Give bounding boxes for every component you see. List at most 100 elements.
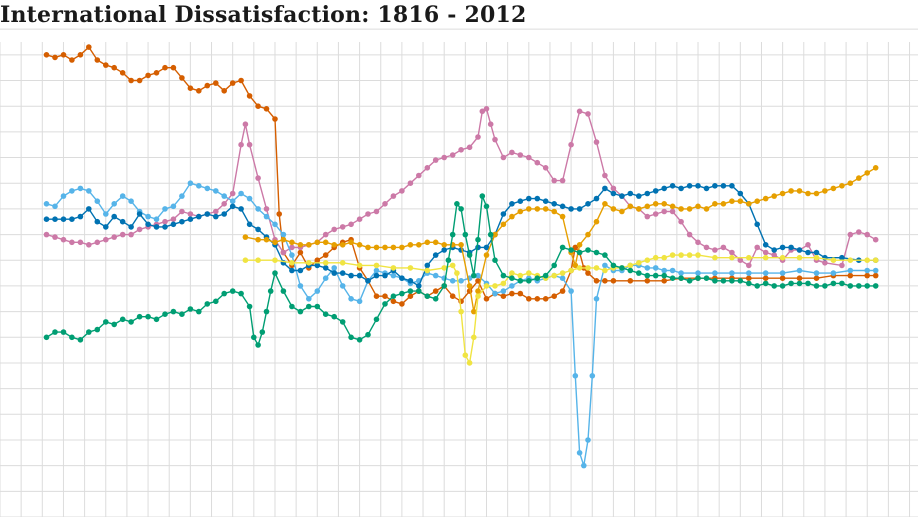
data-point — [77, 213, 84, 220]
data-point — [162, 218, 168, 225]
data-point — [627, 267, 634, 274]
data-point — [356, 337, 363, 343]
data-point — [712, 254, 718, 261]
data-point — [576, 265, 583, 271]
data-point — [416, 172, 422, 179]
data-point — [263, 206, 270, 212]
data-point — [483, 106, 490, 112]
data-point — [289, 252, 295, 258]
data-point — [534, 296, 541, 302]
data-point — [805, 249, 811, 256]
data-point — [830, 270, 837, 276]
data-point — [576, 450, 583, 456]
data-point — [805, 190, 811, 197]
data-point — [652, 211, 659, 217]
data-point — [255, 257, 261, 264]
data-point — [695, 275, 701, 282]
data-point — [509, 290, 515, 297]
data-point — [229, 80, 236, 86]
data-point — [572, 244, 579, 251]
data-point — [229, 198, 236, 204]
data-point — [204, 301, 211, 307]
data-point — [839, 254, 845, 261]
data-point — [720, 183, 727, 189]
data-point — [771, 283, 777, 289]
data-point — [669, 252, 676, 258]
data-point — [746, 262, 752, 269]
data-point — [762, 242, 769, 248]
data-point — [847, 272, 854, 279]
data-point — [69, 239, 75, 246]
data-point — [585, 111, 591, 117]
data-point — [356, 242, 363, 248]
data-point — [331, 270, 338, 276]
data-point — [136, 313, 143, 320]
data-point — [610, 262, 617, 269]
data-point — [365, 278, 371, 284]
data-point — [576, 108, 583, 115]
data-point — [86, 206, 92, 212]
data-point — [162, 206, 168, 212]
data-point — [695, 270, 701, 276]
series-5 — [242, 165, 879, 315]
data-point — [576, 242, 583, 248]
data-point — [796, 188, 803, 194]
data-point — [339, 319, 346, 325]
data-point — [331, 226, 338, 233]
data-point — [585, 265, 591, 271]
data-point — [390, 265, 397, 271]
data-point — [602, 172, 608, 179]
data-point — [458, 278, 464, 284]
data-point — [559, 244, 566, 251]
data-point — [322, 311, 329, 318]
data-point — [636, 270, 642, 276]
data-point — [373, 244, 380, 251]
data-point — [86, 44, 92, 50]
data-point — [221, 211, 227, 217]
data-point — [610, 206, 617, 212]
data-point — [111, 64, 117, 71]
data-point — [196, 88, 202, 94]
data-point — [788, 244, 794, 251]
data-point — [526, 270, 532, 276]
data-point — [779, 190, 786, 197]
data-point — [568, 206, 574, 212]
data-point — [373, 272, 380, 279]
data-point — [86, 188, 92, 194]
data-point — [483, 252, 490, 258]
data-point — [221, 201, 227, 207]
data-point — [492, 136, 498, 143]
data-point — [242, 121, 249, 127]
data-point — [238, 77, 244, 84]
data-point — [449, 231, 456, 238]
data-point — [534, 206, 541, 212]
data-point — [487, 231, 494, 238]
data-point — [267, 288, 274, 294]
data-point — [475, 134, 481, 140]
data-point — [661, 278, 667, 284]
data-point — [619, 193, 625, 199]
data-point — [585, 270, 591, 276]
data-point — [399, 301, 405, 307]
data-point — [636, 193, 642, 199]
data-point — [847, 267, 854, 274]
data-point — [593, 278, 600, 284]
data-point — [652, 201, 659, 207]
data-point — [416, 283, 422, 289]
data-point — [720, 201, 727, 207]
data-point — [196, 213, 202, 220]
data-point — [830, 280, 837, 287]
data-point — [559, 177, 566, 184]
data-point — [796, 275, 803, 282]
data-point — [487, 121, 494, 127]
data-point — [297, 267, 304, 274]
data-point — [644, 278, 651, 284]
data-point — [229, 190, 236, 197]
data-point — [441, 154, 448, 161]
data-point — [136, 77, 143, 84]
data-point — [483, 244, 490, 251]
data-point — [559, 275, 566, 282]
series-7 — [43, 193, 879, 348]
data-point — [390, 293, 397, 300]
data-point — [449, 278, 456, 284]
